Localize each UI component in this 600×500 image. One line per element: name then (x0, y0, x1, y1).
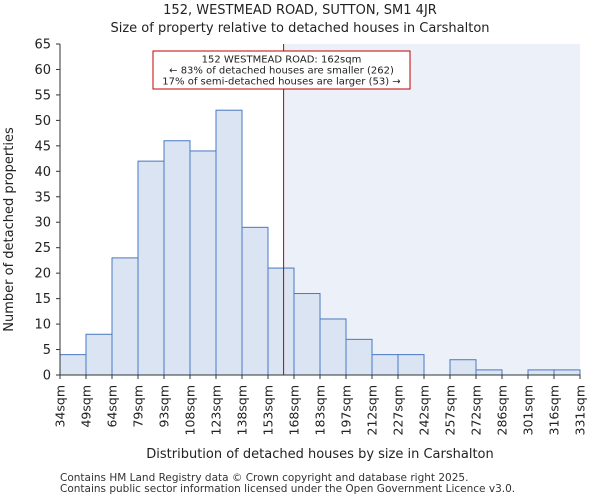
x-tick-label: 49sqm (79, 385, 94, 428)
x-tick-label: 168sqm (287, 385, 302, 435)
x-tick-label: 272sqm (469, 385, 484, 435)
y-tick-label: 15 (34, 292, 51, 307)
x-tick-label: 93sqm (157, 385, 172, 428)
x-tick-label: 34sqm (53, 385, 68, 428)
y-tick-label: 45 (34, 139, 51, 154)
x-tick-label: 257sqm (443, 385, 458, 435)
bar-272sqm (475, 369, 503, 376)
x-tick-label: 183sqm (313, 385, 328, 435)
x-tick-label: 79sqm (131, 385, 146, 428)
x-tick-label: 331sqm (573, 385, 588, 435)
axes-group: 0 5 10 15 20 25 30 35 40 45 50 55 60 65 34sqm 49sqm 64sq… (34, 38, 587, 436)
y-tick-label: 65 (34, 38, 51, 53)
x-tick-label: 242sqm (417, 385, 432, 435)
annotation-line1: 152 WESTMEAD ROAD: 162sqm (202, 55, 362, 66)
bar-212sqm (371, 354, 399, 376)
annotation-line3: 17% of semi-detached houses are larger (… (162, 77, 400, 88)
x-tick-label: 197sqm (339, 385, 354, 435)
bar-257sqm (449, 359, 477, 376)
histogram-chart: 0 5 10 15 20 25 30 35 40 45 50 55 60 65 34sqm 49sqm 64sq… (2, 38, 588, 463)
x-tick-label: 316sqm (547, 385, 562, 435)
bar-49sqm (85, 333, 113, 376)
bar-123sqm (215, 109, 243, 376)
bar-227sqm (397, 354, 425, 376)
bar-34sqm (59, 354, 87, 376)
bar-79sqm (137, 160, 165, 376)
y-tick-label: 0 (43, 369, 51, 384)
footer-line1: Contains HM Land Registry data © Crown c… (60, 472, 469, 484)
y-tick-label: 30 (34, 216, 51, 231)
y-tick-label: 35 (34, 190, 51, 205)
bar-138sqm (241, 226, 269, 376)
x-tick-label: 212sqm (365, 385, 380, 435)
y-tick-label: 55 (34, 88, 51, 103)
bar-183sqm (319, 318, 347, 376)
bars-group (59, 109, 581, 376)
bar-93sqm (163, 140, 191, 376)
footer-line2: Contains public sector information licen… (60, 483, 516, 495)
y-tick-label: 40 (34, 165, 51, 180)
y-tick-label: 60 (34, 63, 51, 78)
bar-197sqm (345, 338, 373, 376)
x-tick-label: 301sqm (521, 385, 536, 435)
x-tick-label: 64sqm (105, 385, 120, 428)
x-tick-label: 227sqm (391, 385, 406, 435)
bar-64sqm (111, 257, 139, 376)
bar-168sqm (293, 293, 321, 376)
x-axis-label: Distribution of detached houses by size … (146, 447, 494, 462)
y-tick-label: 25 (34, 241, 51, 256)
bar-316sqm (553, 369, 581, 376)
annotation-box-frame (152, 50, 411, 90)
chart-title-line1: 152, WESTMEAD ROAD, SUTTON, SM1 4JR (163, 3, 437, 18)
y-tick-label: 20 (34, 267, 51, 282)
footer: Contains HM Land Registry data © Crown c… (60, 473, 515, 495)
y-tick-label: 10 (34, 318, 51, 333)
x-tick-label: 286sqm (495, 385, 510, 435)
y-tick-label: 50 (34, 114, 51, 129)
chart-title-line2: Size of property relative to detached ho… (110, 21, 490, 36)
x-tick-label: 138sqm (235, 385, 250, 435)
annotation-line2: ← 83% of detached houses are smaller (26… (169, 66, 394, 77)
y-tick-label: 5 (43, 343, 51, 358)
chart-title: 152, WESTMEAD ROAD, SUTTON, SM1 4JR Size… (0, 2, 600, 38)
x-tick-label: 123sqm (209, 385, 224, 435)
bar-108sqm (189, 150, 217, 376)
y-axis-label: Number of detached properties (2, 127, 17, 332)
bar-301sqm (527, 369, 555, 376)
annotation-box: 152 WESTMEAD ROAD: 162sqm ← 83% of detac… (152, 50, 411, 90)
bar-153sqm (267, 267, 295, 376)
x-tick-label: 108sqm (183, 385, 198, 435)
x-tick-label: 153sqm (261, 385, 276, 435)
